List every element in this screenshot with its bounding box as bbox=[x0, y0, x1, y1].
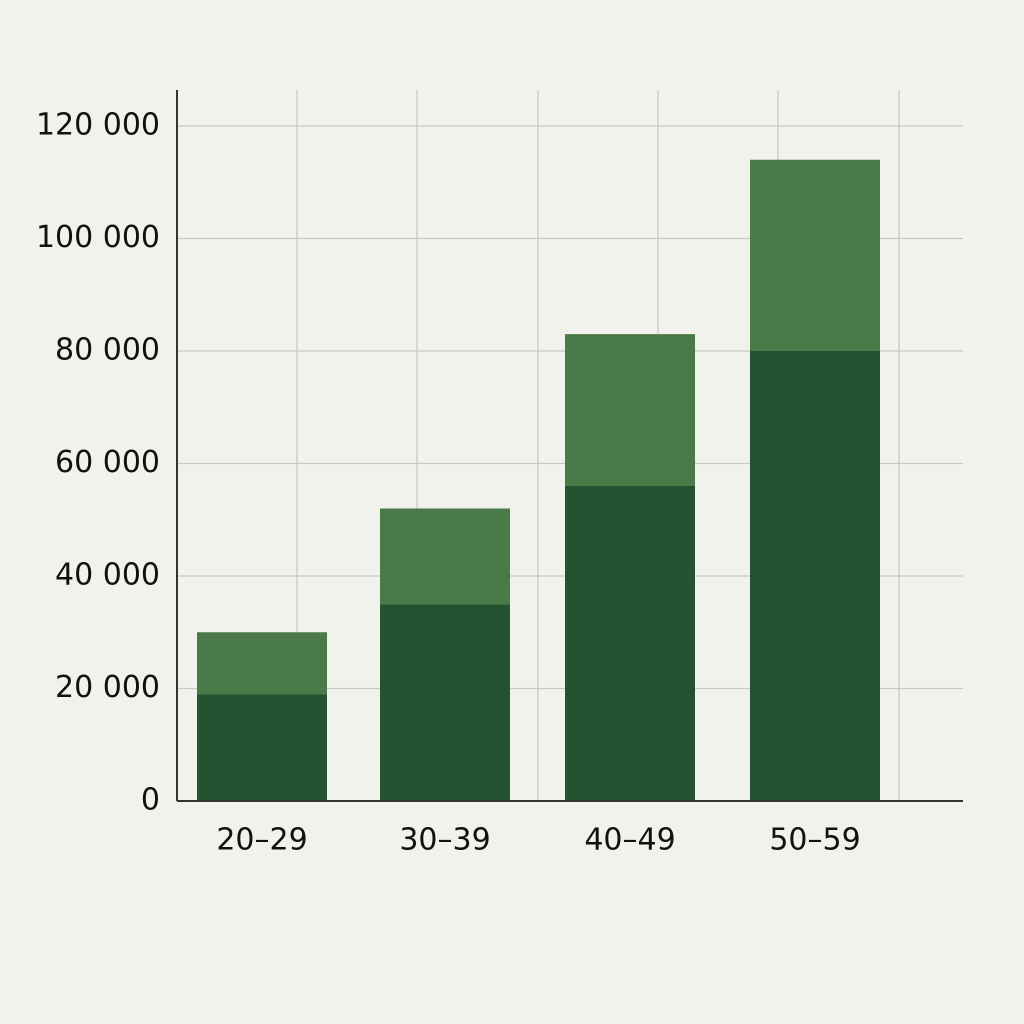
x-tick-label: 40–49 bbox=[584, 823, 675, 858]
y-tick-label: 40 000 bbox=[55, 558, 160, 593]
y-tick-label: 20 000 bbox=[55, 670, 160, 705]
y-tick-label: 80 000 bbox=[55, 333, 160, 368]
bar-segment bbox=[380, 604, 510, 801]
bar-segment bbox=[197, 632, 327, 695]
y-tick-label: 60 000 bbox=[55, 445, 160, 480]
x-tick-label: 20–29 bbox=[216, 823, 307, 858]
bar-segment bbox=[750, 159, 880, 351]
y-tick-label: 120 000 bbox=[36, 108, 160, 143]
bar-segment bbox=[565, 486, 695, 801]
bar-segment bbox=[380, 508, 510, 605]
bar-segment bbox=[565, 334, 695, 486]
bar-segment bbox=[197, 694, 327, 801]
y-tick-label: 100 000 bbox=[36, 220, 160, 255]
x-tick-label: 50–59 bbox=[769, 823, 860, 858]
y-tick-label: 0 bbox=[141, 783, 160, 818]
x-tick-label: 30–39 bbox=[399, 823, 490, 858]
bar-segment bbox=[750, 351, 880, 801]
